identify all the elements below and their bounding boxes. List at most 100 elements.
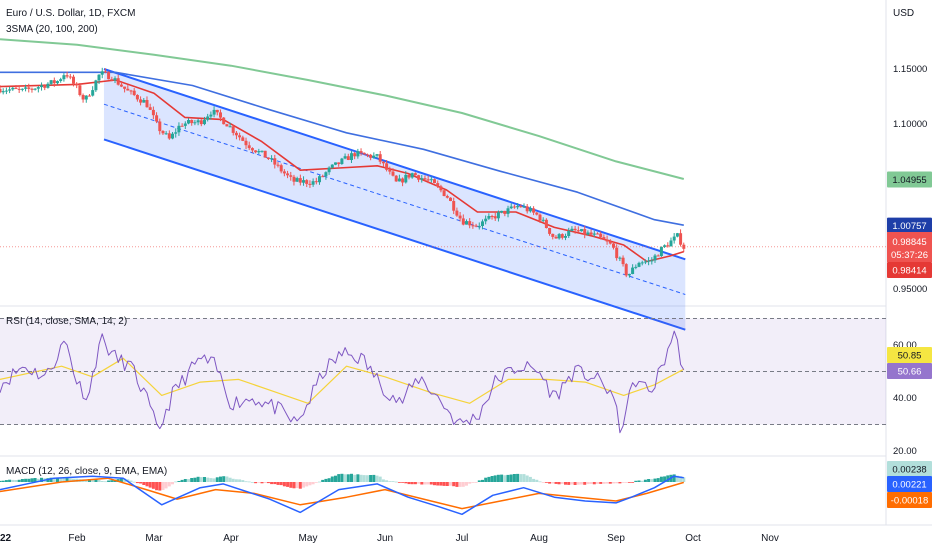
candle-body: [94, 80, 98, 91]
candle-body: [535, 212, 539, 215]
countdown-badge: 05:37:26: [891, 250, 928, 261]
macd-histogram-bar: [330, 476, 334, 482]
macd-histogram-bar: [14, 480, 18, 482]
candle-body: [30, 88, 34, 90]
candle-body: [321, 176, 325, 178]
macd-histogram-bar: [49, 477, 53, 482]
candle-body: [666, 245, 670, 247]
candle-body: [52, 80, 56, 84]
macd-histogram-bar: [541, 482, 545, 483]
candle-body: [455, 210, 459, 216]
candle-body: [174, 132, 178, 134]
candle-body: [68, 76, 72, 78]
macd-histogram-bar: [244, 481, 248, 483]
time-tick-label: Mar: [145, 533, 163, 544]
candle-body: [244, 140, 248, 146]
macd-histogram-bar: [94, 479, 98, 482]
candle-body: [279, 165, 283, 172]
sma-200-line: [0, 38, 685, 180]
macd-histogram-bar: [33, 478, 37, 482]
candle-body: [675, 233, 679, 237]
candle-body: [292, 176, 296, 182]
macd-histogram-bar: [56, 477, 59, 482]
macd-histogram-bar: [298, 482, 302, 489]
macd-histogram-bar: [522, 474, 526, 482]
macd-histogram-bar: [586, 482, 590, 485]
rsi-sma-line: [0, 357, 685, 404]
time-tick-label: Jul: [456, 533, 469, 544]
macd-signal-badge: -0.00018: [891, 496, 929, 507]
candle-body: [599, 233, 603, 238]
candle-body: [605, 239, 609, 242]
candle-body: [519, 206, 523, 208]
macd-histogram-bar: [481, 479, 484, 482]
candle-body: [193, 122, 197, 124]
macd-histogram-bar: [180, 479, 184, 482]
candle-body: [340, 158, 344, 164]
macd-histogram-bar: [206, 477, 210, 482]
candle-body: [196, 120, 200, 123]
candle-body: [212, 109, 216, 115]
candle-body: [650, 260, 654, 262]
rsi-badge: 50.66: [898, 367, 922, 378]
candle-body: [1, 91, 5, 93]
macd-histogram-bar: [193, 477, 197, 482]
price-tick-label: 1.10000: [893, 119, 927, 130]
macd-histogram-bar: [155, 482, 159, 491]
candle-body: [36, 87, 40, 89]
candle-body: [49, 80, 53, 84]
candle-body: [11, 87, 15, 90]
macd-histogram-bar: [436, 482, 440, 486]
candle-body: [177, 125, 181, 133]
candle-body: [528, 208, 532, 212]
macd-histogram-bar: [327, 478, 331, 482]
macd-histogram-bar: [679, 476, 683, 482]
candle-body: [65, 75, 69, 77]
macd-histogram-bar: [506, 474, 510, 482]
macd-histogram-bar: [631, 482, 635, 483]
macd-histogram-bar: [337, 474, 341, 482]
candle-body: [417, 175, 421, 180]
macd-histogram-bar: [68, 478, 72, 482]
macd-signal-badge-bg: [887, 492, 932, 508]
macd-histogram-bar: [343, 474, 347, 482]
macd-histogram-bar: [292, 482, 296, 489]
candle-body: [631, 267, 635, 274]
candle-body: [586, 232, 590, 235]
candle-body: [263, 150, 267, 158]
macd-histogram-bar: [551, 482, 555, 484]
macd-histogram-bar: [132, 481, 136, 483]
candle-body: [302, 180, 305, 183]
price-tick-label: 0.95000: [893, 284, 927, 295]
candle-body: [634, 266, 638, 268]
macd-histogram-bar: [263, 482, 267, 483]
macd-histogram-bar: [311, 482, 315, 485]
macd-histogram-bar: [592, 482, 596, 485]
candle-body: [612, 243, 615, 248]
macd-histogram-bar: [257, 482, 261, 483]
candle-body: [308, 183, 312, 185]
candle-body: [164, 133, 168, 135]
macd-histogram-bar: [190, 478, 194, 482]
macd-histogram-bar: [340, 473, 344, 482]
macd-histogram-bar: [142, 482, 146, 485]
sma-100-badge-bg: [887, 217, 932, 234]
macd-histogram-bar: [62, 478, 66, 482]
macd-histogram-bar: [599, 482, 603, 484]
macd-histogram-bar: [24, 478, 28, 482]
macd-histogram-bar: [394, 481, 398, 483]
macd-histogram-bar: [535, 479, 539, 482]
candle-body: [423, 178, 427, 180]
macd-histogram-bar: [119, 477, 123, 482]
candle-body: [516, 206, 520, 208]
candle-body: [250, 148, 254, 151]
candle-body: [365, 154, 369, 156]
sma-100-badge: 1.00757: [892, 221, 926, 232]
macd-signal-line: [0, 477, 685, 510]
macd-legend: MACD (12, 26, close, 9, EMA, EMA): [6, 466, 168, 477]
candle-body: [46, 83, 50, 88]
candle-body: [564, 236, 567, 238]
candle-body: [615, 247, 619, 259]
sma-200-badge: 1.04955: [892, 175, 926, 186]
